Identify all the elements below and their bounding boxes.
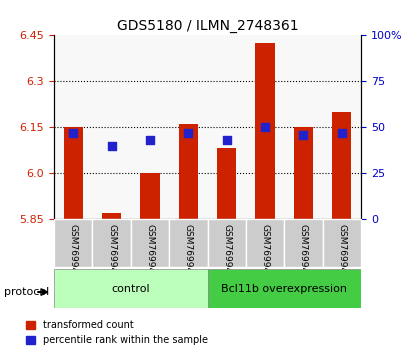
Text: Bcl11b overexpression: Bcl11b overexpression <box>221 284 347 293</box>
Text: GSM769943: GSM769943 <box>184 224 193 279</box>
Bar <box>256 43 275 219</box>
Point <box>300 132 307 138</box>
Point <box>108 143 115 149</box>
Bar <box>63 126 83 219</box>
Point <box>223 137 230 143</box>
Text: GSM769945: GSM769945 <box>261 224 270 279</box>
Text: protocol: protocol <box>4 287 49 297</box>
Point <box>185 130 192 136</box>
Point <box>146 137 153 143</box>
Text: GSM769940: GSM769940 <box>68 224 78 279</box>
Title: GDS5180 / ILMN_2748361: GDS5180 / ILMN_2748361 <box>117 19 298 33</box>
FancyBboxPatch shape <box>208 269 361 308</box>
Point <box>339 130 345 136</box>
Bar <box>179 124 198 219</box>
Text: control: control <box>111 284 150 293</box>
Bar <box>332 112 352 219</box>
Bar <box>217 148 236 219</box>
FancyBboxPatch shape <box>208 219 246 267</box>
Bar <box>140 173 159 219</box>
Point <box>70 130 76 136</box>
Bar <box>294 127 313 219</box>
FancyBboxPatch shape <box>54 269 208 308</box>
Text: GSM769942: GSM769942 <box>145 224 154 279</box>
FancyBboxPatch shape <box>54 219 93 267</box>
Legend: transformed count, percentile rank within the sample: transformed count, percentile rank withi… <box>26 320 208 345</box>
FancyBboxPatch shape <box>246 219 284 267</box>
FancyBboxPatch shape <box>93 219 131 267</box>
Bar <box>102 213 121 219</box>
FancyBboxPatch shape <box>169 219 208 267</box>
FancyBboxPatch shape <box>323 219 361 267</box>
Text: GSM769947: GSM769947 <box>337 224 347 279</box>
FancyBboxPatch shape <box>131 219 169 267</box>
Text: GSM769946: GSM769946 <box>299 224 308 279</box>
Point <box>262 125 269 130</box>
Text: GSM769941: GSM769941 <box>107 224 116 279</box>
Text: GSM769944: GSM769944 <box>222 224 231 279</box>
FancyBboxPatch shape <box>284 219 323 267</box>
